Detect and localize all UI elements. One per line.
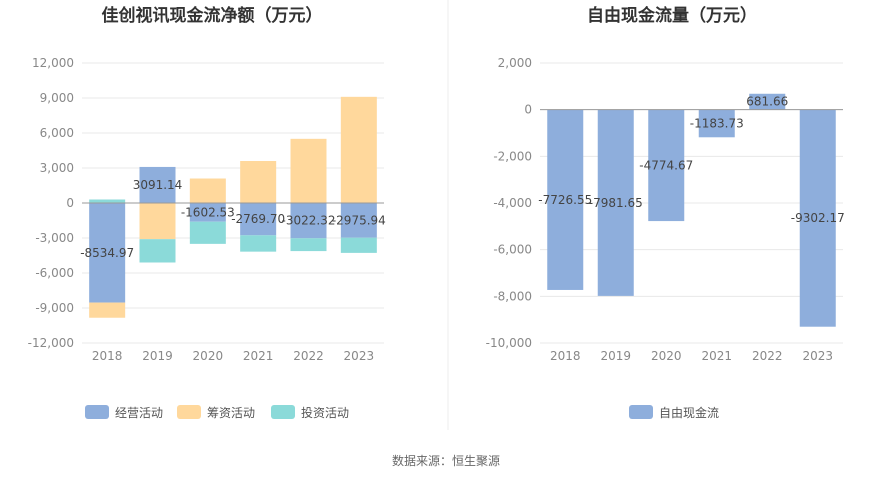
bar-自由现金流-2022[interactable] <box>749 93 786 110</box>
data-label: -1183.73 <box>690 116 744 130</box>
data-label: -9302.17 <box>791 211 845 225</box>
chart2-title: 自由现金流量（万元） <box>587 5 757 26</box>
legend-label[interactable]: 经营活动 <box>115 406 163 420</box>
bar-自由现金流-2023[interactable] <box>799 109 836 327</box>
chart1-data-labels: -8534.97 3091.14 -1602.53-2769.70-3022.32-… <box>80 178 386 260</box>
chart1-title: 佳创视讯现金流净额（万元） <box>102 5 323 26</box>
legend-label[interactable]: 投资活动 <box>301 405 349 420</box>
y-tick-label: 2,000 <box>498 56 532 70</box>
chart2-x-axis: 2018 2019 2020 2021 2022 2023 <box>550 349 833 363</box>
chart2-y-axis: -10,000 -8,000 -6,000 -4,000 -2,000 0 2,000 <box>486 56 532 350</box>
chart1-y-axis: -12,000 -9,000 -6,000 -3,000 0 3,000 6,000 9,00… <box>28 56 74 350</box>
data-label: -8534.97 <box>80 246 134 260</box>
data-label: -3022.32 <box>282 214 336 228</box>
bar-筹资活动-2023[interactable] <box>340 96 377 203</box>
y-tick-label: -4,000 <box>493 196 532 210</box>
y-tick-label: 0 <box>66 196 74 210</box>
bar-自由现金流-2021[interactable] <box>698 109 735 138</box>
data-label: 681.66 <box>746 95 788 109</box>
bar-投资活动-2019[interactable] <box>139 239 176 263</box>
x-tick-label: 2019 <box>600 349 631 363</box>
x-tick-label: 2018 <box>550 349 581 363</box>
bar-筹资活动-2022[interactable] <box>290 138 327 203</box>
bar-自由现金流-2020[interactable] <box>648 109 685 222</box>
data-label: -1602.53 <box>181 205 235 219</box>
bar-经营活动-2019[interactable] <box>139 166 176 203</box>
y-tick-label: 12,000 <box>32 56 74 70</box>
legend-label[interactable]: 自由现金流 <box>659 405 719 420</box>
bar-投资活动-2021[interactable] <box>240 235 277 252</box>
bar-投资活动-2018[interactable] <box>89 199 126 204</box>
y-tick-label: -2,000 <box>493 149 532 163</box>
bar-经营活动-2023[interactable] <box>340 203 377 238</box>
y-tick-label: -3,000 <box>35 231 74 245</box>
bar-经营活动-2021[interactable] <box>240 203 277 236</box>
y-tick-label: -6,000 <box>35 266 74 280</box>
y-tick-label: 0 <box>524 103 532 117</box>
y-tick-label: -8,000 <box>493 289 532 303</box>
cash-flow-net-chart: 佳创视讯现金流净额（万元） -12,000 -9,000 -6,000 -3,000 0… <box>28 5 386 420</box>
chart1-legend[interactable]: 经营活动 筹资活动 投资活动 <box>85 405 349 420</box>
chart2-legend[interactable]: 自由现金流 <box>629 405 719 420</box>
legend-label[interactable]: 筹资活动 <box>207 406 255 420</box>
data-label: -7981.65 <box>589 196 643 210</box>
y-tick-label: -12,000 <box>28 336 74 350</box>
data-label: 3091.14 <box>133 178 183 192</box>
bar-筹资活动-2018[interactable] <box>89 302 126 318</box>
chart1-x-axis: 2018 2019 2020 2021 2022 2023 <box>92 349 374 363</box>
bar-投资活动-2020[interactable] <box>189 221 226 244</box>
bar-筹资活动-2019[interactable] <box>139 203 176 240</box>
legend-swatch[interactable] <box>85 405 109 419</box>
data-label: -4774.67 <box>639 158 693 172</box>
bar-投资活动-2022[interactable] <box>290 238 327 252</box>
legend-swatch[interactable] <box>629 405 653 419</box>
bar-自由现金流-2019[interactable] <box>597 109 634 296</box>
y-tick-label: 6,000 <box>40 126 74 140</box>
y-tick-label: -6,000 <box>493 243 532 257</box>
x-tick-label: 2022 <box>293 349 324 363</box>
x-tick-label: 2018 <box>92 349 123 363</box>
x-tick-label: 2021 <box>701 349 732 363</box>
y-tick-label: -9,000 <box>35 301 74 315</box>
x-tick-label: 2022 <box>752 349 783 363</box>
x-tick-label: 2023 <box>802 349 833 363</box>
data-label: -7726.55 <box>538 193 592 207</box>
y-tick-label: 3,000 <box>40 161 74 175</box>
bar-筹资活动-2021[interactable] <box>240 161 277 203</box>
y-tick-label: 9,000 <box>40 91 74 105</box>
x-tick-label: 2023 <box>344 349 375 363</box>
data-label: -2769.70 <box>231 212 285 226</box>
x-tick-label: 2020 <box>651 349 682 363</box>
bar-经营活动-2018[interactable] <box>89 203 126 303</box>
x-tick-label: 2021 <box>243 349 274 363</box>
x-tick-label: 2019 <box>142 349 173 363</box>
free-cash-flow-chart: 自由现金流量（万元） -10,000 -8,000 -6,000 -4,000 -2,0… <box>486 5 845 420</box>
bar-经营活动-2020[interactable] <box>189 203 226 222</box>
x-tick-label: 2020 <box>193 349 224 363</box>
bar-经营活动-2022[interactable] <box>290 203 327 239</box>
bar-投资活动-2023[interactable] <box>340 237 377 253</box>
chart2-bars <box>540 93 843 327</box>
legend-swatch[interactable] <box>271 405 295 419</box>
data-label: -2975.94 <box>332 213 386 227</box>
chart1-bars <box>82 96 384 318</box>
y-tick-label: -10,000 <box>486 336 532 350</box>
bar-自由现金流-2018[interactable] <box>547 109 584 290</box>
bar-筹资活动-2020[interactable] <box>189 178 226 204</box>
legend-swatch[interactable] <box>177 405 201 419</box>
source-note: 数据来源：恒生聚源 <box>392 453 500 468</box>
